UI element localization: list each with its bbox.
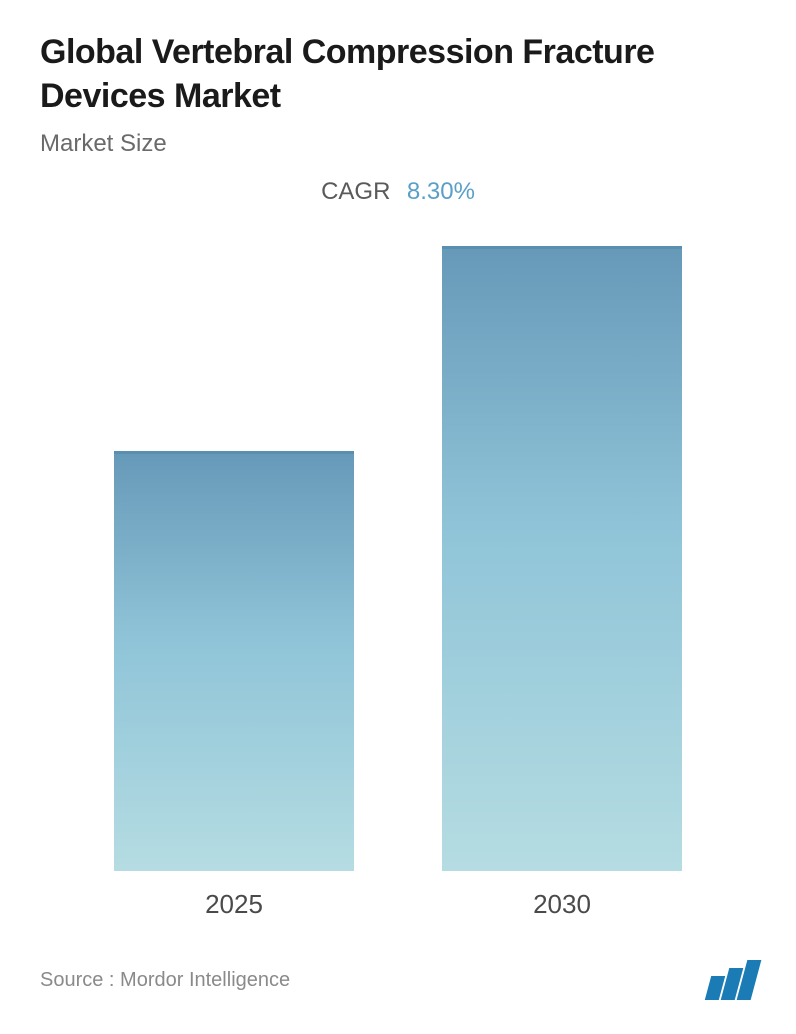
bar-label-1: 2030 (533, 889, 591, 920)
logo-bar-icon (737, 960, 762, 1000)
footer: Source : Mordor Intelligence (40, 940, 756, 1010)
bar-group-1: 2030 (442, 246, 682, 920)
cagr-label: CAGR (321, 178, 390, 205)
chart-subtitle: Market Size (40, 130, 756, 158)
mordor-logo-icon (708, 960, 756, 1000)
bar-0 (114, 451, 354, 871)
chart-container: Global Vertebral Compression Fracture De… (0, 0, 796, 1034)
source-text: Source : Mordor Intelligence (40, 969, 290, 992)
bar-label-0: 2025 (205, 889, 263, 920)
bar-1 (442, 246, 682, 871)
chart-area: 2025 2030 (40, 246, 756, 940)
cagr-row: CAGR 8.30% (40, 178, 756, 206)
chart-title: Global Vertebral Compression Fracture De… (40, 30, 756, 118)
cagr-value: 8.30% (407, 178, 475, 205)
bar-group-0: 2025 (114, 451, 354, 920)
